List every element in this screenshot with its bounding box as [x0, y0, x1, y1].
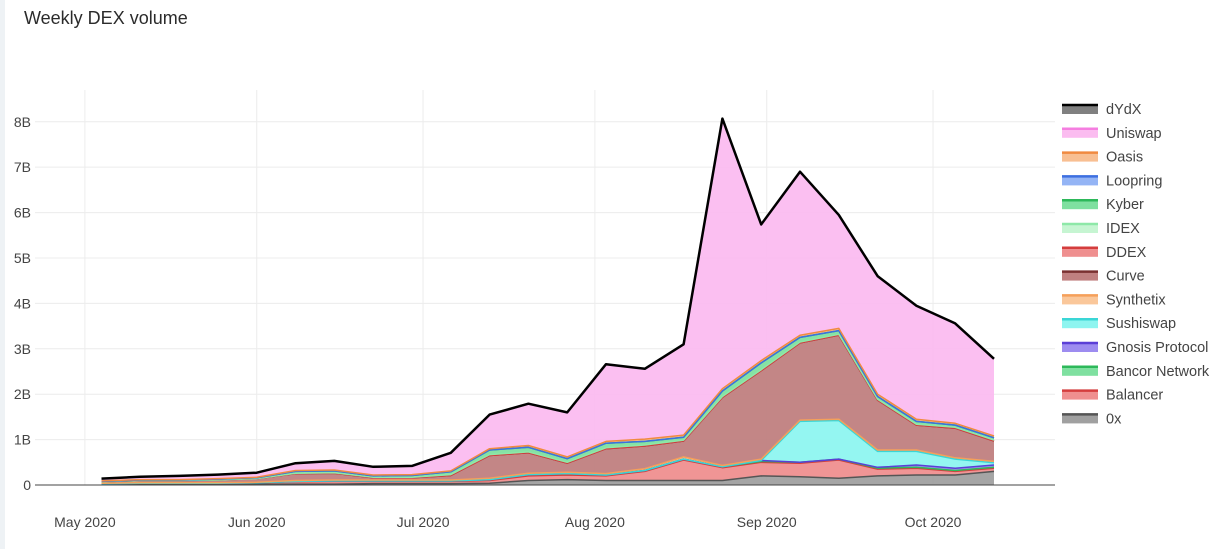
stacked-areas [101, 117, 995, 485]
line-idex [101, 333, 995, 483]
y-tick-label: 5B [14, 250, 31, 266]
line-synthetix [101, 418, 995, 484]
axes: 0 1B 2B 3B 4B 5B 6B 7B 8B May 2020 Jun 2020 Jul 202… [14, 114, 1055, 530]
legend-label-curve: Curve [1106, 269, 1145, 285]
legend-label-kyber: Kyber [1106, 197, 1144, 213]
left-edge-strip [0, 0, 5, 549]
line-0x [101, 470, 995, 485]
legend-swatch-bancor-network [1062, 365, 1098, 376]
legend-label-sushiswap: Sushiswap [1106, 316, 1176, 332]
legend-swatch-loopring [1062, 175, 1098, 186]
x-tick-label: Oct 2020 [905, 514, 962, 530]
area-sushiswap [101, 420, 994, 484]
line-oasis [101, 327, 995, 482]
legend-label-loopring: Loopring [1106, 173, 1162, 189]
x-tick-label: May 2020 [54, 514, 116, 530]
y-tick-label: 0 [23, 477, 31, 493]
chart-title: Weekly DEX volume [24, 8, 188, 28]
legend-swatch-dydx [1062, 104, 1098, 114]
legend-swatch-kyber [1062, 199, 1098, 210]
x-tick-label: Jul 2020 [397, 514, 450, 530]
y-tick-label: 8B [14, 114, 31, 130]
legend-swatch-uniswap [1062, 127, 1098, 138]
y-tick-label: 3B [14, 341, 31, 357]
x-tick-label: Jun 2020 [228, 514, 286, 530]
legend-label-uniswap: Uniswap [1106, 126, 1162, 142]
area-0x [101, 471, 994, 485]
legend-swatch-gnosis-protocol [1062, 342, 1098, 352]
legend-label-0x: 0x [1106, 411, 1122, 427]
legend-swatch-balancer [1062, 389, 1098, 400]
legend-label-dydx: dYdX [1106, 102, 1142, 118]
y-tick-label: 7B [14, 159, 31, 175]
y-tick-label: 6B [14, 205, 31, 221]
legend-swatch-idex [1062, 223, 1098, 233]
legend-swatch-oasis [1062, 151, 1098, 162]
x-tick-label: Aug 2020 [565, 514, 625, 530]
y-tick-label: 1B [14, 432, 31, 448]
x-tick-label: Sep 2020 [737, 514, 797, 530]
legend-label-gnosis-protocol: Gnosis Protocol [1106, 340, 1208, 356]
legend-swatch-synthetix [1062, 294, 1098, 305]
area-balancer [101, 460, 994, 485]
legend-label-balancer: Balancer [1106, 388, 1163, 404]
legend-label-idex: IDEX [1106, 221, 1140, 237]
legend-label-ddex: DDEX [1106, 245, 1147, 261]
line-dydx [101, 117, 995, 480]
legend-swatch-curve [1062, 270, 1098, 281]
y-tick-label: 4B [14, 295, 31, 311]
legend-label-oasis: Oasis [1106, 150, 1143, 166]
area-curve [101, 335, 994, 484]
legend-swatch-ddex [1062, 246, 1098, 257]
y-tick-label: 2B [14, 386, 31, 402]
legend-swatch-0x [1062, 413, 1098, 424]
legend: dYdX Uniswap Oasis Loopring Kyber IDEX DDEX Cur… [1062, 102, 1210, 427]
legend-swatch-sushiswap [1062, 318, 1098, 329]
legend-label-bancor-network: Bancor Network [1106, 364, 1210, 380]
legend-label-synthetix: Synthetix [1106, 292, 1166, 308]
